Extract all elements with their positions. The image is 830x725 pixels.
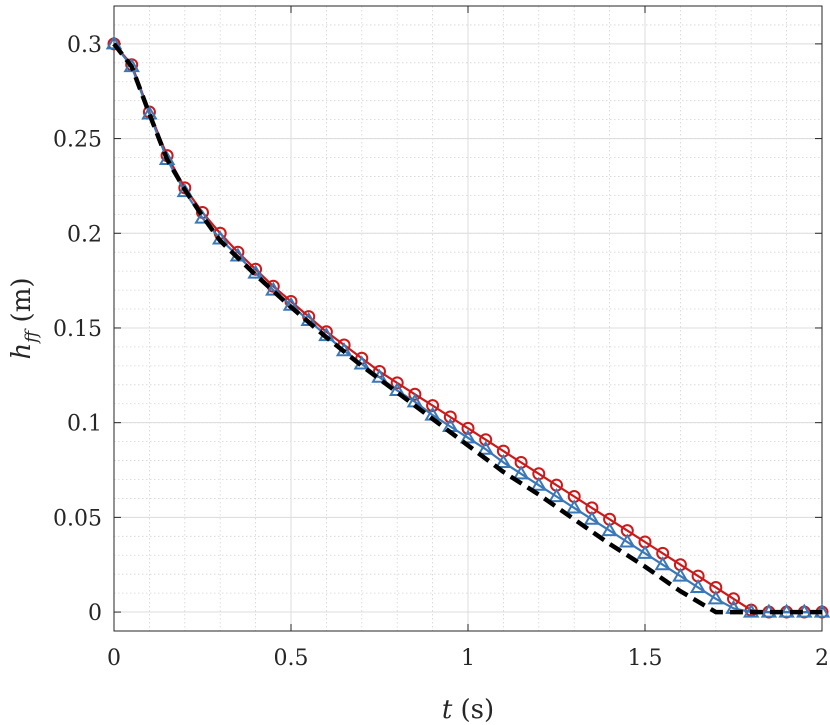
- circle-marker: [727, 592, 740, 606]
- triangle-marker: [548, 488, 565, 503]
- triangle-marker: [707, 590, 725, 605]
- triangle-marker: [495, 453, 512, 468]
- x-tick-labels: 0 0.5 1 1.5 2: [107, 646, 829, 671]
- triangle-marker: [636, 544, 654, 559]
- y-tick-label: 0.2: [67, 222, 102, 247]
- triangle-marker: [512, 465, 530, 480]
- x-tick-label: 1.5: [628, 646, 663, 671]
- y-tick-labels: 0 0.05 0.1 0.15 0.2 0.25 0.3: [53, 33, 102, 626]
- y-tick-label: 0.05: [53, 506, 102, 531]
- circle-marker: [461, 421, 475, 435]
- y-tick-label: 0.1: [67, 412, 102, 437]
- x-axis-unit: (s): [452, 695, 494, 725]
- circle-line-series-line: [113, 43, 822, 614]
- triangle-marker: [672, 567, 689, 582]
- x-axis-label: t (s): [442, 695, 494, 725]
- circle-marker: [426, 399, 440, 413]
- circle-marker: [408, 387, 422, 401]
- triangle-marker: [654, 556, 671, 571]
- triangle-marker: [158, 150, 176, 165]
- triangle-marker: [477, 440, 494, 455]
- triangle-marker: [194, 209, 211, 224]
- axis-ticks: [113, 6, 823, 631]
- y-tick-label: 0.15: [53, 317, 102, 342]
- triangle-marker: [565, 499, 583, 514]
- triangle-marker: [619, 533, 636, 548]
- x-axis-variable: t: [442, 695, 453, 725]
- y-axis-variable: h: [7, 343, 37, 360]
- triangle-marker: [583, 510, 601, 525]
- circle-marker: [479, 433, 493, 447]
- grid: [113, 5, 823, 632]
- triangle-marker: [530, 476, 548, 491]
- x-tick-label: 2: [815, 646, 829, 671]
- x-tick-label: 0.5: [274, 646, 309, 671]
- triangle-marker: [778, 603, 795, 618]
- y-tick-label: 0.3: [67, 33, 102, 58]
- series: [105, 35, 830, 619]
- y-axis-subscript: ff: [22, 328, 42, 345]
- y-axis-label: hff (m): [7, 277, 42, 359]
- y-tick-label: 0: [88, 601, 102, 626]
- circle-marker: [443, 410, 457, 424]
- circle-marker: [390, 376, 404, 390]
- x-tick-label: 1: [461, 646, 475, 671]
- triangle-marker: [265, 281, 282, 296]
- triangle-marker: [459, 429, 477, 444]
- y-tick-label: 0.25: [53, 128, 102, 153]
- triangle-marker: [689, 578, 707, 593]
- x-tick-label: 0: [107, 646, 121, 671]
- triangle-marker: [601, 522, 618, 537]
- dashed-black-series-line: [112, 42, 822, 615]
- y-axis-unit: (m): [7, 277, 37, 330]
- triangle-marker: [105, 35, 123, 50]
